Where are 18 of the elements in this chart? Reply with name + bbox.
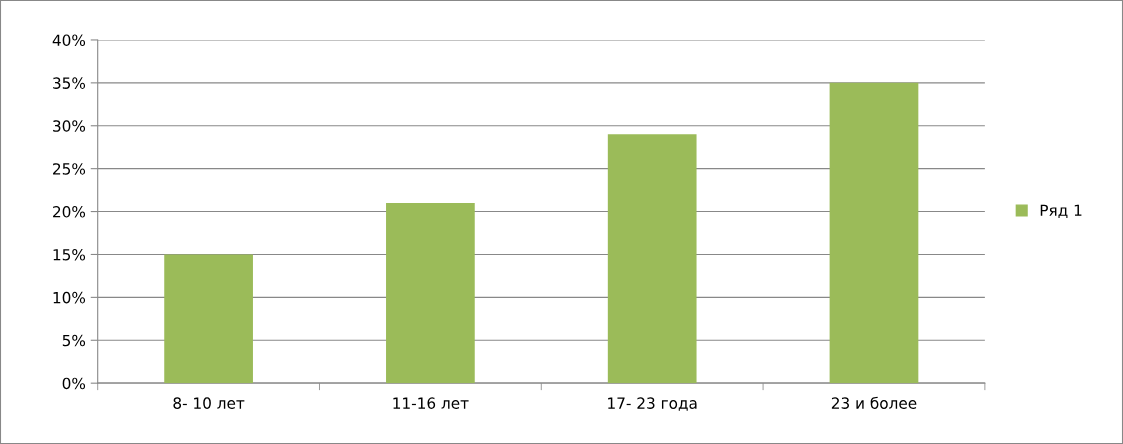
x-tick-label: 8- 10 лет xyxy=(173,397,245,409)
y-tick-label: 40% xyxy=(52,34,86,46)
y-tick-label: 10% xyxy=(53,291,86,304)
y-tick-label: 5% xyxy=(62,334,86,347)
bar xyxy=(829,82,919,384)
bar xyxy=(607,134,697,384)
bar xyxy=(386,202,475,384)
y-tick-label: 30% xyxy=(53,120,86,132)
legend-label: Ряд 1 xyxy=(1040,204,1082,218)
y-tick-label: 25% xyxy=(53,163,86,175)
y-tick-label: 15% xyxy=(53,248,86,261)
y-tick-label: 0% xyxy=(62,377,86,390)
bar xyxy=(164,254,253,384)
x-tick-label: 11-16 лет xyxy=(393,397,469,409)
y-tick-label: 20% xyxy=(53,206,86,218)
y-tick-label: 35% xyxy=(53,77,86,89)
x-tick-label: 23 и более xyxy=(831,396,917,409)
x-tick-label: 17- 23 года xyxy=(608,397,697,411)
